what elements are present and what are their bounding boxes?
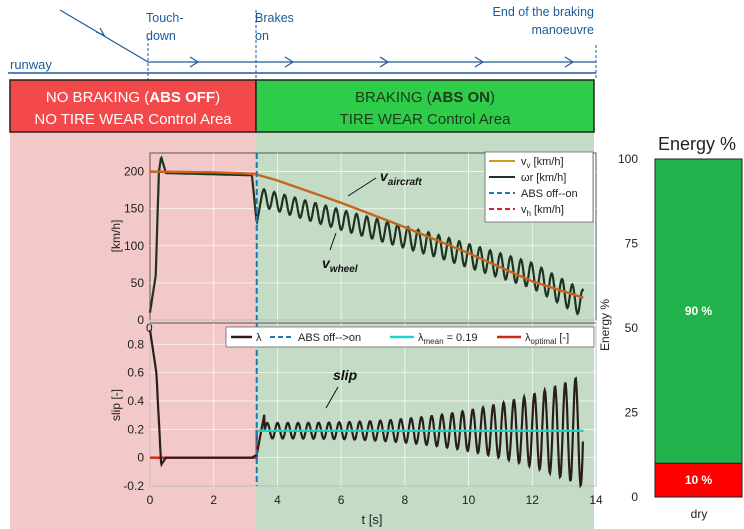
speed-plot-y-ticks: 0 50 100 150 200 (124, 165, 144, 327)
track-arrow-icon-5 (564, 56, 575, 68)
slip-x-tick-label: 6 (338, 493, 345, 507)
energy-y-tick-label: 100 (618, 152, 638, 166)
brakes-label-2: on (255, 29, 269, 43)
speed-plot-series: 0 (146, 153, 585, 335)
legend-abs: ABS off--on (521, 188, 578, 200)
energy-y-tick-label: 25 (625, 406, 639, 420)
slip-arrow (325, 386, 339, 409)
energy-label-green: 90 % (685, 304, 713, 318)
energy-y-tick-label: 75 (625, 237, 639, 251)
legend-vh: vh [km/h] (521, 204, 564, 218)
banner-left-line1: NO BRAKING (ABS OFF) (46, 89, 220, 106)
slip-x-tick-label: 2 (210, 493, 217, 507)
v-aircraft-arrow (347, 177, 377, 197)
track-arrow-icon-1 (189, 56, 200, 68)
slip-plot-xlabel: t [s] (362, 512, 383, 527)
speed-y-tick-label: 200 (124, 165, 144, 179)
energy-bars: 90 % 10 % (654, 158, 743, 498)
energy-bar-green (654, 158, 743, 464)
speed-y-tick-label: 0 (137, 313, 144, 327)
track-arrow-icon-3 (379, 56, 390, 68)
slip-plot: -0.200.20.40.60.8 0 2 4 6 8 10 12 14 slip [-] t… (109, 322, 603, 527)
slip-plot-series (148, 323, 584, 489)
track-arrow-icon-2 (284, 56, 295, 68)
aircraft-speed-line (149, 170, 584, 299)
slip-annotation: slip (333, 367, 358, 383)
runway-label: runway (10, 57, 52, 72)
speed-y-tick-label: 50 (131, 276, 145, 290)
energy-chart: Energy % 0 25 50 75 100 Energy % 90 % 10 % dr… (598, 134, 743, 521)
lambda-line (148, 329, 584, 489)
slip-plot-y-ticks: -0.2 0 0.2 0.4 0.6 0.8 (123, 337, 144, 493)
speed-y-tick-label: 150 (124, 202, 144, 216)
slip-y-tick-label: 0.6 (127, 366, 144, 380)
banner-left-line2: NO TIRE WEAR Control Area (34, 111, 232, 128)
v-wheel-arrow (329, 232, 337, 251)
slip-y-tick-label: 0.2 (127, 422, 144, 436)
touchdown-trajectory-line (59, 9, 149, 63)
legend-omega-r: ωr [km/h] (521, 172, 566, 184)
legend-abs-off-on: ABS off-->on (298, 332, 361, 344)
end-label-2: manoeuvre (531, 23, 594, 37)
trajectory-arrow-icon (95, 27, 106, 37)
speed-y-tick-label: 100 (124, 239, 144, 253)
slip-y-tick-label: 0.4 (127, 394, 144, 408)
legend-lambda: λ (256, 332, 262, 344)
slip-y-tick-label: 0 (137, 451, 144, 465)
energy-title: Energy % (658, 134, 736, 154)
speed-plot-grid (150, 153, 596, 321)
slip-x-tick-label: 12 (526, 493, 540, 507)
touchdown-label-1: Touch- (146, 11, 184, 25)
timeline: runway Touch- down Brakes on End of the … (8, 5, 597, 80)
end-label-1: End of the braking (493, 5, 595, 19)
slip-x-tick-label: 10 (462, 493, 476, 507)
banner-right-line1: BRAKING (ABS ON) (355, 89, 495, 106)
energy-ylabel: Energy % (598, 299, 612, 351)
energy-y-tick-label: 50 (625, 321, 639, 335)
energy-category-label: dry (691, 507, 708, 521)
slip-y-tick-label: -0.2 (123, 479, 144, 493)
brakes-label-1: Brakes (255, 11, 294, 25)
slip-x-tick-label: 4 (274, 493, 281, 507)
slip-x-tick-label: 8 (402, 493, 409, 507)
energy-y-ticks: 0 25 50 75 100 (618, 152, 638, 504)
speed-plot-ylabel: [km/h] (109, 220, 123, 253)
banner-left: NO BRAKING (ABS OFF) NO TIRE WEAR Contro… (9, 79, 257, 133)
speed-plot-legend: vv [km/h] ωr [km/h] ABS off--on vh [km/h… (484, 151, 594, 223)
banner-right-line2: TIRE WEAR Control Area (340, 111, 512, 128)
energy-label-red: 10 % (685, 473, 713, 487)
slip-plot-ylabel: slip [-] (109, 389, 123, 421)
slip-x-tick-label: 0 (147, 493, 154, 507)
slip-plot-legend: λ ABS off-->on λmean = 0.19 λoptimal [-] (225, 326, 595, 348)
left-region (10, 132, 256, 529)
slip-x-tick-label: 14 (589, 493, 603, 507)
touchdown-label-2: down (146, 29, 176, 43)
legend-vv: vv [km/h] (521, 156, 564, 170)
energy-y-tick-label: 0 (631, 490, 638, 504)
slip-plot-x-ticks: 0 2 4 6 8 10 12 14 (147, 493, 603, 507)
track-arrow-icon-4 (474, 56, 485, 68)
wheel-speed-line (148, 155, 585, 316)
slip-y-tick-label: 0.8 (127, 337, 144, 351)
banner-right: BRAKING (ABS ON) TIRE WEAR Control Area (255, 79, 595, 133)
